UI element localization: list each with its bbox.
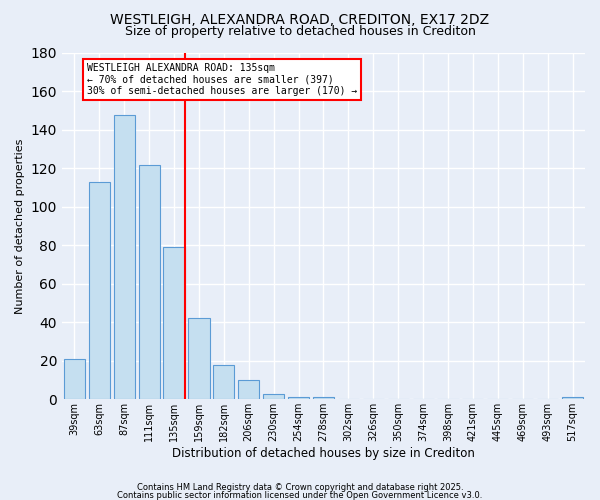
Bar [313, 398, 334, 400]
Bar [64, 359, 85, 400]
Bar [562, 398, 583, 400]
Text: Size of property relative to detached houses in Crediton: Size of property relative to detached ho… [125, 25, 475, 38]
Text: WESTLEIGH, ALEXANDRA ROAD, CREDITON, EX17 2DZ: WESTLEIGH, ALEXANDRA ROAD, CREDITON, EX1… [110, 12, 490, 26]
Bar [288, 398, 309, 400]
Text: WESTLEIGH ALEXANDRA ROAD: 135sqm
← 70% of detached houses are smaller (397)
30% : WESTLEIGH ALEXANDRA ROAD: 135sqm ← 70% o… [87, 62, 357, 96]
Text: Contains HM Land Registry data © Crown copyright and database right 2025.: Contains HM Land Registry data © Crown c… [137, 483, 463, 492]
Bar [238, 380, 259, 400]
Bar [89, 182, 110, 400]
Y-axis label: Number of detached properties: Number of detached properties [15, 138, 25, 314]
Bar [188, 318, 209, 400]
X-axis label: Distribution of detached houses by size in Crediton: Distribution of detached houses by size … [172, 447, 475, 460]
Text: Contains public sector information licensed under the Open Government Licence v3: Contains public sector information licen… [118, 490, 482, 500]
Bar [163, 248, 185, 400]
Bar [139, 164, 160, 400]
Bar [113, 114, 135, 400]
Bar [213, 364, 235, 400]
Bar [263, 394, 284, 400]
